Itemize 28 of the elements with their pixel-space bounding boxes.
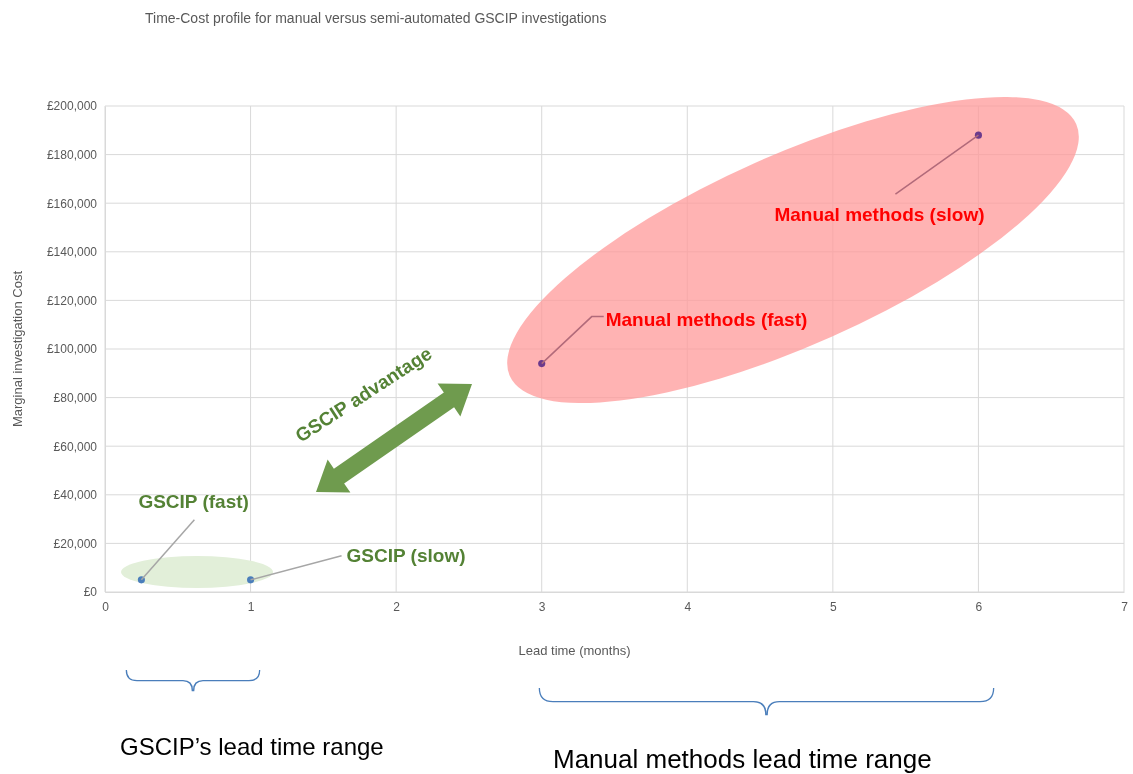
text: GSCIP’s lead time range: [120, 733, 384, 760]
x-tick-label: 2: [393, 599, 401, 614]
y-tick-label: £40,000: [53, 488, 98, 503]
chart-title: Time-Cost profile for manual versus semi-automated GSCIP investigations: [145, 10, 607, 26]
annotation: GSCIP (slow): [346, 544, 466, 566]
x-tick-label: 0: [102, 599, 110, 614]
y-tick-label: £120,000: [46, 293, 98, 308]
x-tick-label: 5: [830, 599, 838, 614]
x-tick-label: 1: [247, 599, 255, 614]
annotation: Manual methods (fast): [605, 308, 808, 330]
y-tick-label: £20,000: [53, 536, 98, 551]
annotation: GSCIP (fast): [138, 490, 249, 512]
y-tick-label: £180,000: [46, 147, 98, 162]
y-tick-label: £0: [83, 585, 98, 600]
text: Manual methods lead time range: [553, 744, 932, 774]
y-tick-label: £80,000: [53, 390, 98, 405]
y-tick-label: £60,000: [53, 439, 98, 454]
y-tick-label: £140,000: [46, 245, 98, 260]
x-axis-title: Lead time (months): [518, 643, 631, 658]
y-tick-label: £160,000: [46, 196, 98, 211]
x-tick-label: 4: [684, 599, 692, 614]
x-tick-label: 6: [975, 599, 983, 614]
x-tick-label: 3: [538, 599, 546, 614]
x-tick-label: 7: [1121, 599, 1129, 614]
y-axis-title: Marginal investigation Cost: [10, 270, 25, 428]
y-tick-label: £200,000: [46, 99, 98, 114]
annotation: Manual methods (slow): [774, 204, 985, 226]
y-tick-label: £100,000: [46, 342, 98, 357]
